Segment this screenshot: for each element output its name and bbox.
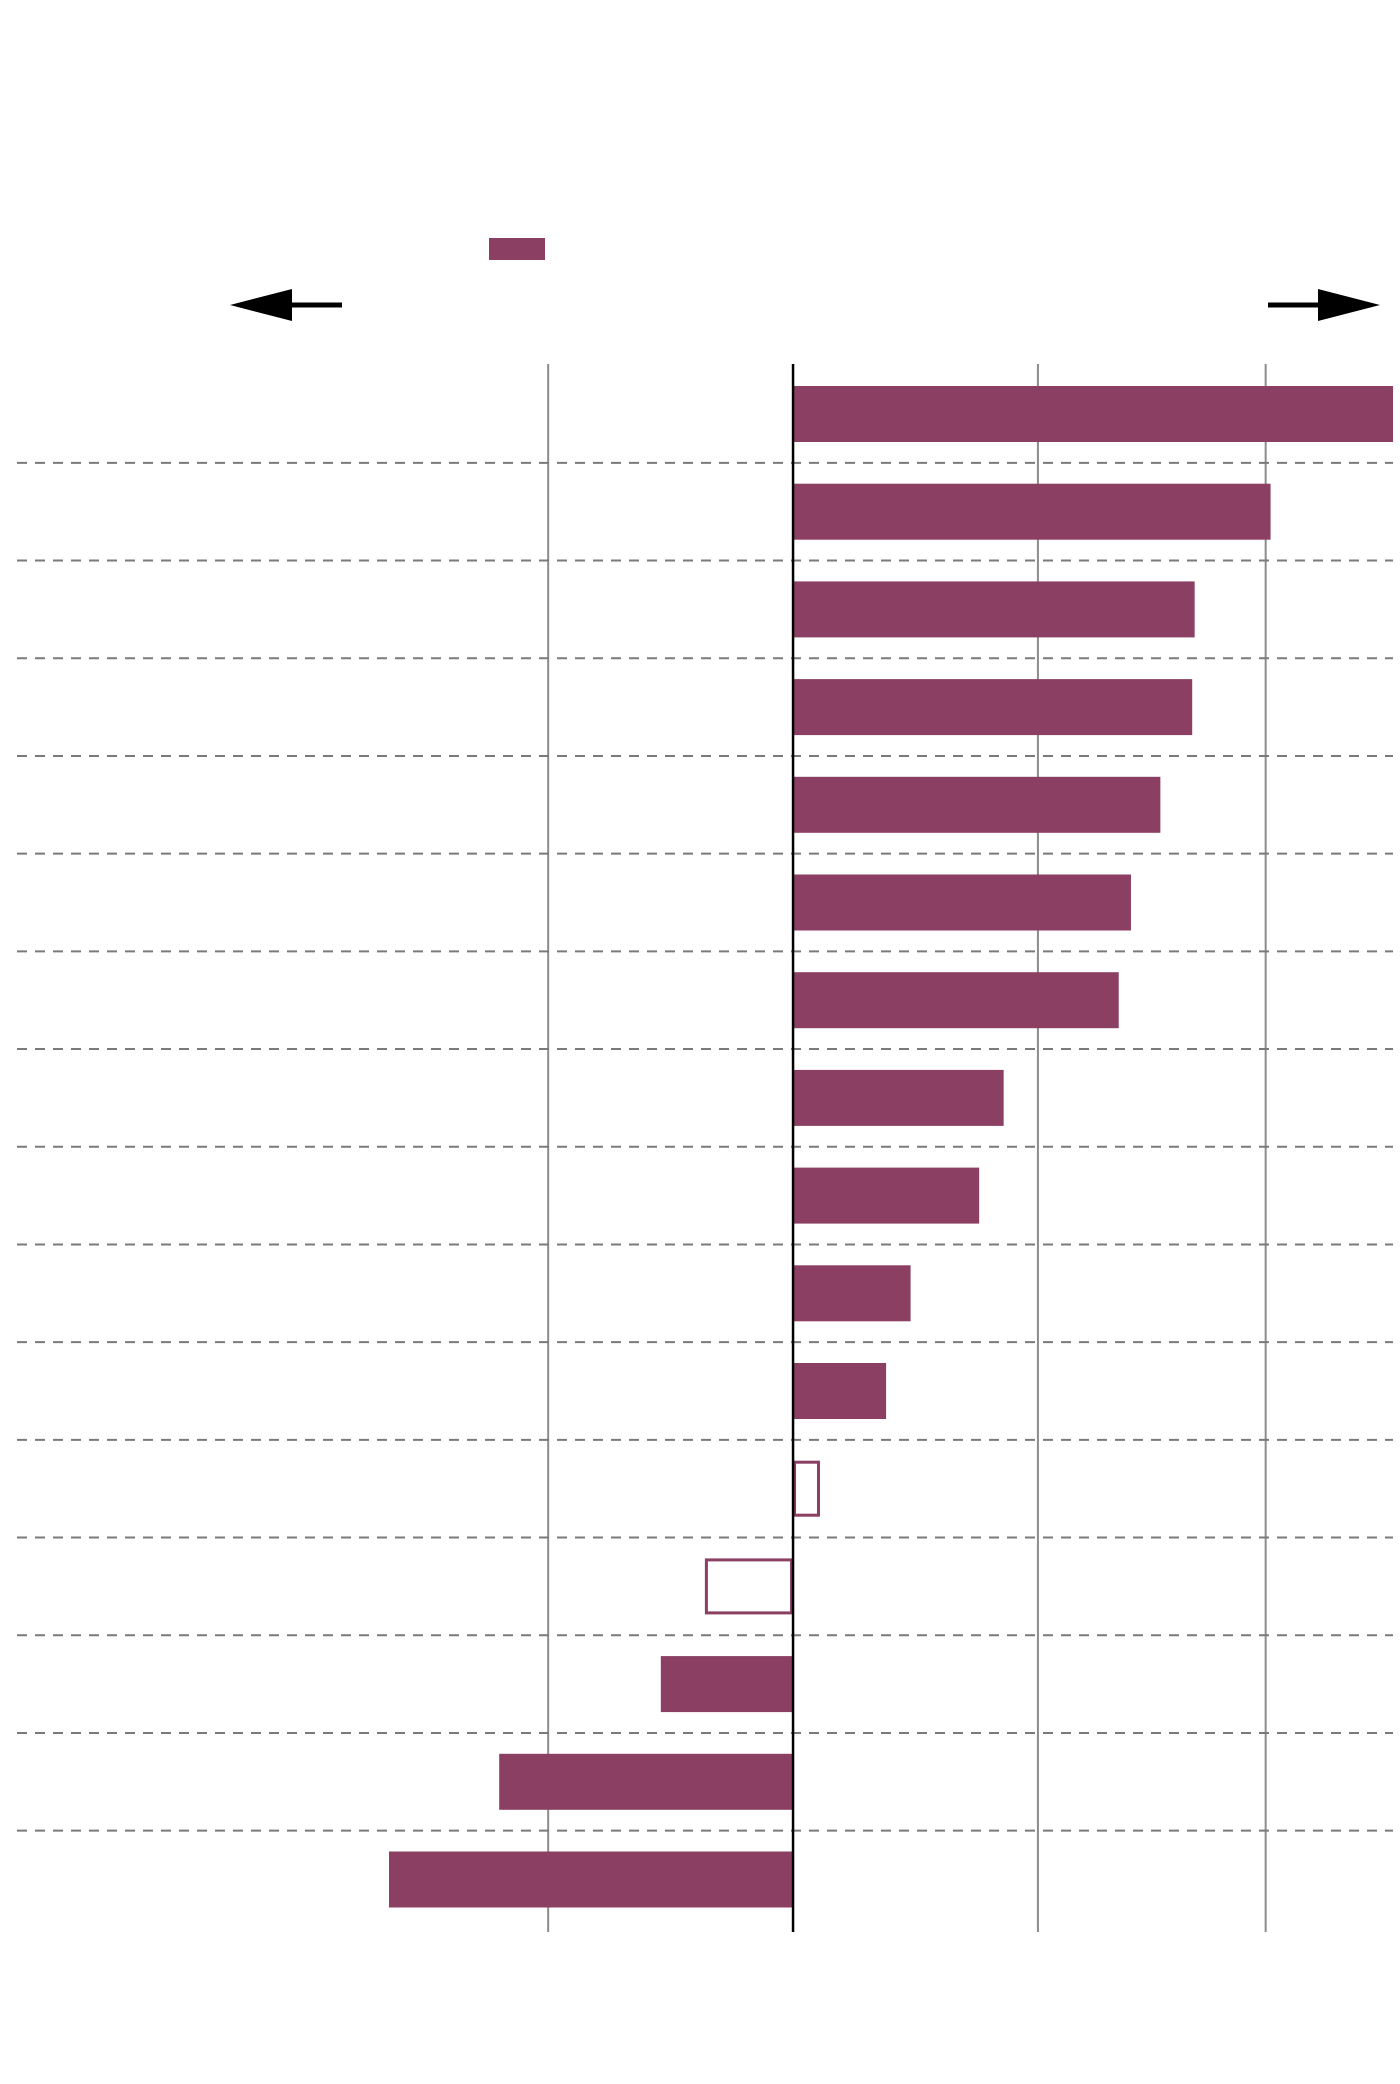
bar-12 (704, 1558, 794, 1615)
bar-1 (793, 483, 1271, 540)
bar-8 (793, 1167, 980, 1224)
bar-5 (793, 874, 1131, 931)
bar-11 (793, 1460, 820, 1517)
bar-0 (793, 386, 1393, 442)
bar-9 (793, 1265, 911, 1322)
direction-arrows (230, 289, 1380, 321)
bars (389, 386, 1393, 1908)
row-separators (17, 461, 1393, 1832)
bar-14 (499, 1753, 794, 1810)
bar-15 (389, 1851, 794, 1908)
bar-2 (793, 581, 1195, 638)
bar-10 (793, 1363, 887, 1419)
bar-13 (660, 1656, 794, 1713)
bar-6 (793, 972, 1119, 1029)
legend (489, 238, 545, 260)
bar-4 (793, 776, 1161, 833)
legend-swatch (489, 238, 545, 260)
left-arrow-icon (230, 289, 342, 321)
bar-3 (793, 679, 1193, 736)
bar-7 (793, 1069, 1004, 1126)
right-arrow-icon (1268, 289, 1380, 321)
